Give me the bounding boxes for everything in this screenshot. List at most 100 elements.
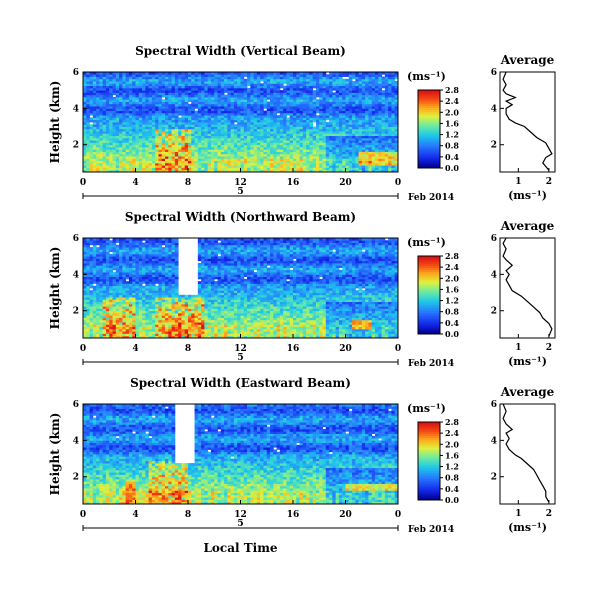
heatmap-cell bbox=[338, 144, 343, 148]
heatmap-cell bbox=[168, 122, 172, 125]
heatmap-cell bbox=[128, 94, 133, 98]
heatmap-cell bbox=[109, 142, 113, 146]
heatmap-cell bbox=[355, 135, 360, 139]
heatmap-cell bbox=[204, 108, 209, 112]
heatmap-cell bbox=[329, 169, 333, 173]
heatmap-cell bbox=[125, 85, 130, 89]
heatmap-cell bbox=[161, 83, 166, 87]
heatmap-cell bbox=[148, 169, 153, 173]
heatmap-cell bbox=[191, 156, 195, 159]
heatmap-cell bbox=[230, 124, 235, 127]
heatmap-cell bbox=[352, 99, 356, 102]
heatmap-cell bbox=[119, 317, 123, 321]
heatmap-cell bbox=[322, 149, 327, 152]
heatmap-cell bbox=[325, 126, 330, 130]
heatmap-cell bbox=[273, 131, 277, 134]
heatmap-cell bbox=[92, 144, 97, 148]
heatmap-cell bbox=[338, 115, 343, 118]
heatmap-cell bbox=[128, 267, 133, 271]
heatmap-cell bbox=[96, 281, 100, 284]
heatmap-cell bbox=[112, 81, 117, 84]
heatmap-cell bbox=[119, 242, 123, 246]
heatmap-cell bbox=[89, 263, 94, 266]
heatmap-cell bbox=[92, 294, 97, 298]
heatmap-cell bbox=[138, 92, 143, 96]
heatmap-cell bbox=[329, 106, 333, 109]
heatmap-cell bbox=[230, 76, 235, 80]
heatmap-cell bbox=[309, 169, 314, 173]
heatmap-cell bbox=[237, 72, 241, 75]
heatmap-cell bbox=[240, 101, 245, 105]
heatmap-cell bbox=[355, 101, 360, 105]
heatmap-cell bbox=[194, 110, 199, 114]
heatmap-cell bbox=[263, 78, 268, 82]
heatmap-cell bbox=[184, 137, 189, 141]
heatmap-cell bbox=[361, 153, 366, 157]
heatmap-cell bbox=[158, 137, 163, 141]
heatmap-cell bbox=[214, 144, 218, 148]
heatmap-cell bbox=[315, 87, 320, 91]
heatmap-cell bbox=[289, 87, 294, 91]
heatmap-cell bbox=[109, 317, 113, 321]
heatmap-cell bbox=[296, 135, 300, 139]
heatmap-cell bbox=[119, 72, 123, 75]
heatmap-cell bbox=[158, 165, 163, 168]
heatmap-cell bbox=[122, 87, 127, 91]
heatmap-cell bbox=[168, 74, 172, 77]
heatmap-cell bbox=[266, 108, 271, 112]
heatmap-cell bbox=[112, 92, 117, 96]
heatmap-cell bbox=[371, 133, 376, 137]
heatmap-cell bbox=[293, 85, 297, 89]
heatmap-cell bbox=[329, 76, 333, 80]
heatmap-cell bbox=[345, 72, 350, 75]
heatmap-cell bbox=[161, 110, 166, 114]
heatmap-cell bbox=[227, 151, 232, 155]
heatmap-cell bbox=[233, 87, 238, 91]
colorbar-tick-label: 1.6 bbox=[445, 118, 459, 128]
heatmap-cell bbox=[247, 81, 251, 84]
heatmap-cell bbox=[86, 76, 90, 80]
heatmap-cell bbox=[286, 165, 291, 168]
heatmap-cell bbox=[115, 90, 120, 93]
heatmap-cell bbox=[253, 94, 258, 98]
heatmap-cell bbox=[158, 124, 163, 127]
heatmap-cell bbox=[345, 94, 350, 98]
heatmap-cell bbox=[171, 85, 176, 89]
heatmap-cell bbox=[381, 103, 386, 107]
heatmap-cell bbox=[260, 140, 264, 143]
heatmap-cell bbox=[125, 131, 130, 134]
heatmap-cell bbox=[388, 124, 392, 127]
heatmap-cell bbox=[312, 140, 317, 143]
heatmap-cell bbox=[132, 313, 136, 316]
heatmap-cell bbox=[391, 119, 396, 123]
colorbar-segment bbox=[418, 132, 440, 136]
heatmap-cell bbox=[102, 156, 107, 159]
heatmap-cell bbox=[220, 101, 225, 105]
heatmap-cell bbox=[102, 331, 107, 334]
heatmap-cell bbox=[210, 92, 215, 96]
heatmap-cell bbox=[188, 144, 192, 148]
heatmap-cell bbox=[171, 140, 176, 143]
heatmap-cell bbox=[345, 169, 350, 173]
heatmap-cell bbox=[279, 128, 284, 132]
heatmap-cell bbox=[125, 333, 130, 337]
heatmap-cell bbox=[371, 165, 376, 168]
heatmap-cell bbox=[201, 94, 205, 98]
heatmap-cell bbox=[105, 272, 110, 275]
heatmap-cell bbox=[233, 76, 238, 80]
heatmap-cell bbox=[122, 319, 127, 323]
heatmap-cell bbox=[128, 81, 133, 84]
heatmap-cell bbox=[86, 160, 90, 164]
heatmap-cell bbox=[256, 108, 261, 112]
heatmap-cell bbox=[279, 110, 284, 114]
heatmap-cell bbox=[312, 151, 317, 155]
heatmap-cell bbox=[329, 126, 333, 130]
heatmap-cell bbox=[217, 112, 222, 116]
heatmap-cell bbox=[96, 294, 100, 298]
heatmap-cell bbox=[348, 119, 353, 123]
heatmap-cell bbox=[109, 335, 113, 339]
heatmap-cell bbox=[384, 72, 389, 75]
heatmap-cell bbox=[371, 147, 376, 150]
heatmap-cell bbox=[319, 81, 323, 84]
heatmap-cell bbox=[345, 108, 350, 112]
